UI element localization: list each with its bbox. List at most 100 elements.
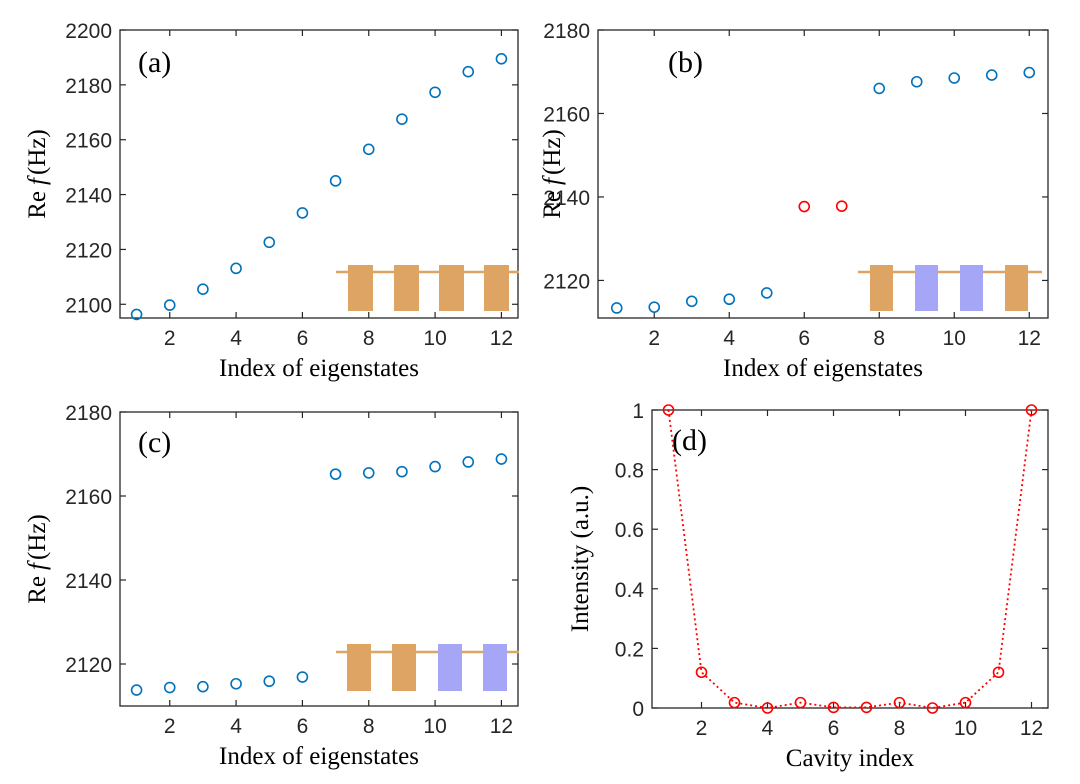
y-tick-label: 2120 [65, 239, 112, 262]
data-point-2-6 [798, 200, 811, 213]
x-axis-label: Index of eigenstates [219, 743, 419, 770]
data-point-1-8 [893, 696, 906, 709]
data-point-1-1 [662, 404, 675, 416]
y-tick-label: 2140 [65, 185, 112, 208]
inset-cavity-blue [438, 644, 462, 691]
data-point-1-5 [263, 236, 276, 249]
x-tick-label: 6 [297, 715, 309, 738]
data-point-1-4 [723, 293, 736, 306]
y-axis-label-prefix: Re [24, 191, 51, 219]
y-axis-label: Re f(Hz) [24, 129, 51, 219]
y-tick-label: 2140 [543, 187, 590, 210]
y-axis-label-variable: f [24, 560, 51, 570]
y-axis-label-variable: f [539, 175, 566, 185]
x-tick-label: 8 [894, 717, 906, 740]
data-point-1-11 [462, 456, 475, 468]
inset-cavity-orange [394, 265, 419, 311]
data-point-1-3 [197, 283, 209, 296]
data-point-1-5 [760, 287, 773, 299]
x-tick-label: 2 [164, 327, 176, 350]
data-point-1-4 [230, 262, 242, 275]
data-point-1-2 [648, 301, 661, 313]
panel-a: 2 4 6 8 10 12 2100 2120 2140 2160 2180 2200 Index of… [24, 20, 519, 382]
x-tick-label: 4 [230, 715, 242, 738]
data-point-1-9 [396, 465, 408, 478]
y-tick-label: 2160 [65, 486, 112, 509]
inset-cavity-blue [915, 265, 938, 311]
data-point-1-2 [695, 666, 708, 679]
y-tick-label: 2120 [65, 654, 112, 677]
panel-label: (a) [138, 46, 171, 79]
y-tick-label: 2140 [65, 570, 112, 593]
data-point-1-4 [230, 677, 242, 690]
data-point-1-11 [992, 666, 1005, 679]
axes-box [597, 29, 1049, 319]
x-tick-label: 6 [828, 717, 840, 740]
data-point-1-9 [396, 113, 408, 125]
x-tick-label: 10 [943, 327, 966, 350]
y-tick-label: 2100 [65, 294, 112, 317]
y-axis-label: Intensity (a.u.) [567, 486, 594, 632]
x-tick-label: 12 [490, 327, 513, 350]
inset-cavity-orange [1005, 265, 1028, 311]
data-point-1-10 [948, 72, 961, 84]
data-point-1-12 [495, 52, 508, 65]
data-point-1-7 [329, 175, 342, 187]
data-point-1-8 [362, 143, 375, 156]
panel-label: (b) [668, 46, 703, 79]
data-point-1-10 [429, 86, 441, 99]
y-tick-label: 0.4 [615, 579, 645, 602]
x-tick-label: 4 [230, 327, 242, 350]
panel-label: (c) [138, 426, 171, 459]
data-point-1-8 [873, 82, 886, 95]
data-point-1-10 [429, 460, 441, 473]
panel-c: 2 4 6 8 10 12 2120 2140 2160 2180 Index of eigenst… [24, 402, 519, 770]
x-axis-label: Cavity index [786, 745, 915, 772]
data-point-1-6 [296, 671, 309, 683]
x-tick-label: 10 [954, 717, 977, 740]
data-point-1-1 [130, 684, 143, 696]
data-point-1-3 [728, 696, 741, 709]
data-point-1-5 [263, 675, 276, 688]
panel-label: (d) [672, 424, 707, 457]
inset-cavity-blue [483, 644, 507, 691]
data-point-1-1 [130, 308, 143, 321]
x-tick-label: 4 [723, 327, 735, 350]
y-tick-label: 2180 [65, 75, 112, 98]
y-tick-label: 2160 [65, 130, 112, 153]
inset-cavity-blue [960, 265, 983, 311]
y-tick-label: 0.6 [615, 519, 644, 542]
inset-cavity-orange [484, 265, 509, 311]
data-point-1-5 [794, 696, 807, 709]
x-tick-label: 8 [363, 327, 375, 350]
inset-cavity-orange [348, 265, 373, 311]
y-axis-label-variable: f [24, 175, 51, 185]
data-point-1-3 [197, 680, 209, 693]
y-axis-label-unit: (Hz) [24, 514, 51, 560]
axes-box [119, 29, 519, 319]
series-line [667, 409, 1033, 709]
x-tick-label: 2 [696, 717, 708, 740]
y-tick-label: 2180 [543, 20, 590, 43]
cavity-inset [336, 265, 519, 311]
x-tick-label: 10 [423, 327, 446, 350]
y-axis-label: Re f(Hz) [539, 129, 566, 219]
panel-b: 2 4 6 8 10 12 2120 2140 2160 2180 Index of eigenst… [539, 20, 1049, 382]
y-axis-label-prefix: Re [539, 191, 566, 219]
x-axis-label: Index of eigenstates [723, 355, 923, 382]
x-tick-label: 2 [164, 715, 176, 738]
data-point-1-9 [910, 75, 923, 88]
panel-d: 2 4 6 8 10 12 0 0.2 0.4 0.6 0.8 1 Cavity index Intens… [567, 400, 1049, 772]
cavity-inset [858, 265, 1042, 311]
data-point-1-12 [1025, 404, 1038, 416]
x-tick-label: 12 [1020, 717, 1043, 740]
data-point-1-8 [362, 467, 375, 479]
axes-box [651, 409, 1049, 709]
y-tick-label: 2180 [65, 402, 112, 425]
data-point-1-2 [163, 681, 176, 694]
data-point-1-12 [1023, 66, 1036, 79]
x-tick-label: 12 [490, 715, 513, 738]
y-axis-label-prefix: Re [24, 576, 51, 604]
x-tick-label: 8 [873, 327, 885, 350]
